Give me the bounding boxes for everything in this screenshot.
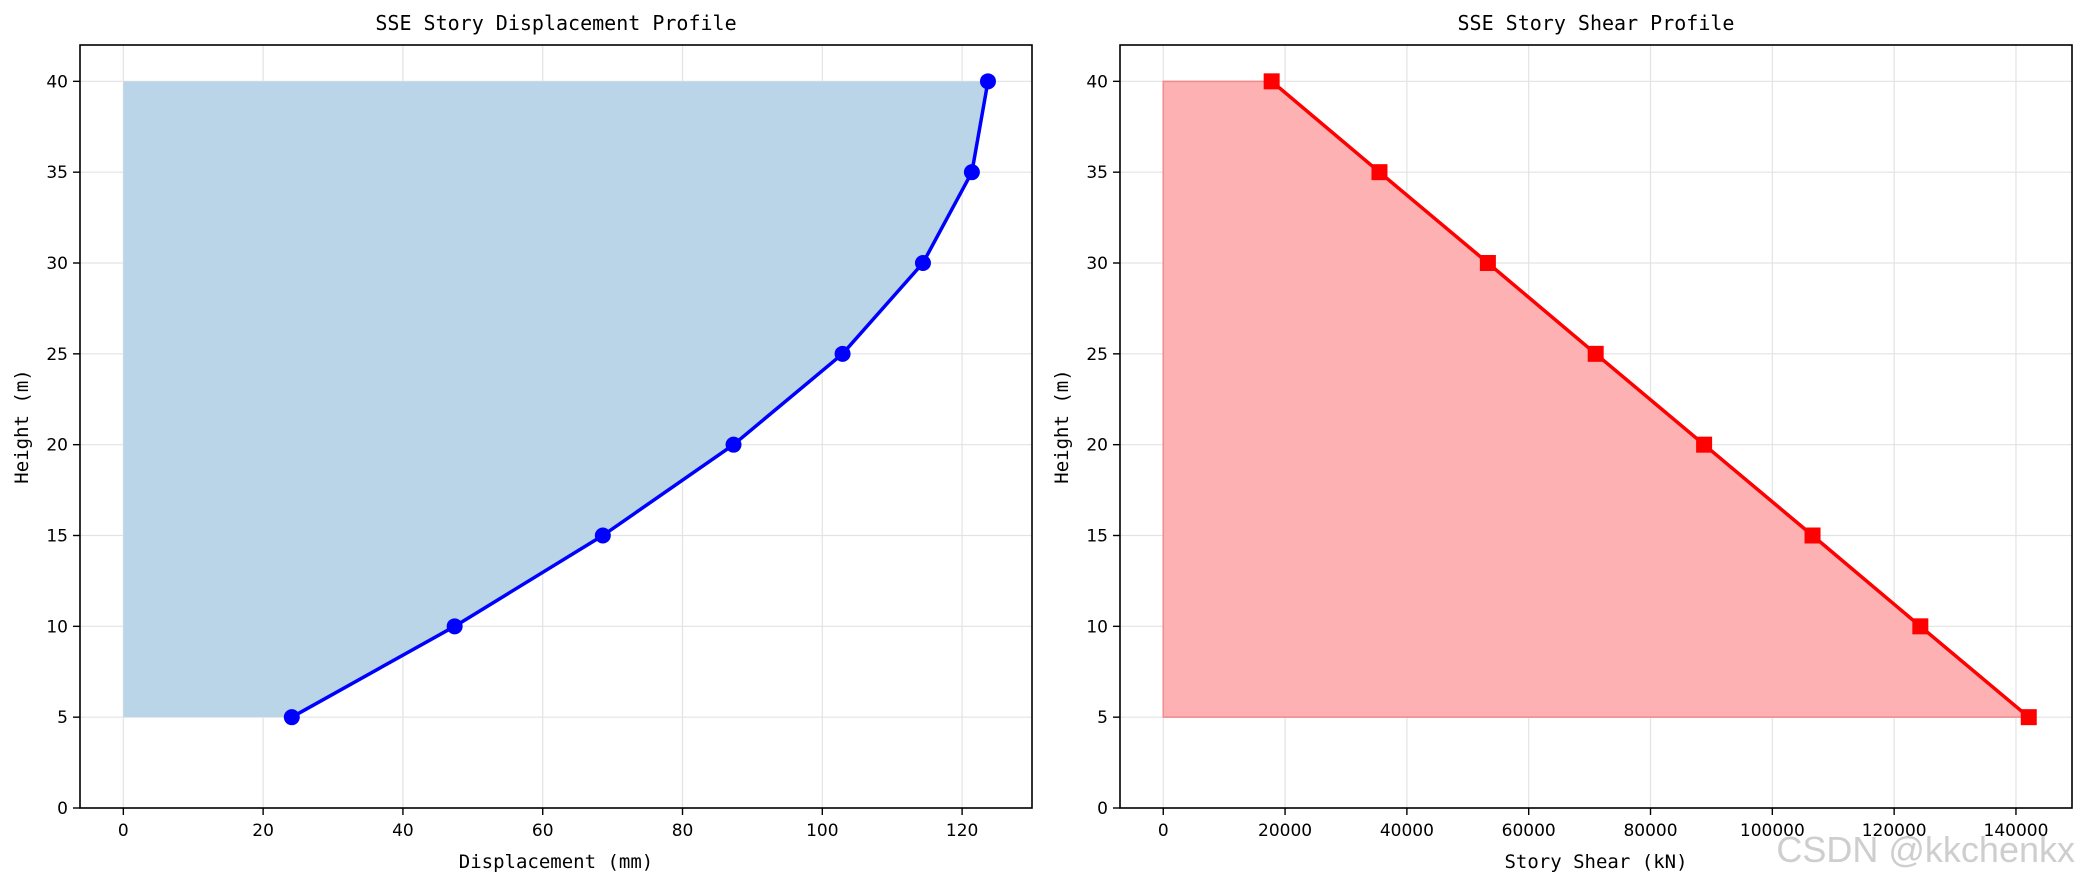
chart-title: SSE Story Displacement Profile (375, 11, 736, 35)
y-tick-label: 15 (1086, 527, 1108, 547)
shear-chart: 0 20000 40000 60000 80000 100000 120000 140000 0… (1051, 11, 2073, 873)
displacement-chart: 0 20 40 60 80 100 120 0 5 10 15 20 25 30 35 40 SSE Story… (11, 11, 1033, 873)
y-tick-label: 5 (57, 708, 68, 728)
data-point (1587, 345, 1604, 362)
x-tick-label: 80000 (1623, 821, 1677, 841)
x-tick-label: 40 (392, 821, 414, 841)
plot-frame (1119, 44, 2073, 809)
x-tick-label: 40000 (1380, 821, 1434, 841)
y-axis-label: Height (m) (11, 369, 33, 483)
y-tick-label: 35 (46, 163, 68, 183)
series-line (1270, 79, 2030, 719)
y-tick-label: 30 (46, 254, 68, 274)
x-tick-label: 60000 (1502, 821, 1556, 841)
watermark: CSDN @kkchenkx (1776, 829, 2075, 870)
y-tick-label: 0 (1097, 799, 1108, 819)
data-point (1263, 73, 1280, 90)
y-tick-label: 40 (1086, 72, 1108, 92)
y-tick-label: 30 (1086, 254, 1108, 274)
x-tick-label: 0 (1158, 821, 1169, 841)
x-tick-label: 100000 (1740, 821, 1805, 841)
y-tick-label: 20 (46, 436, 68, 456)
data-point (283, 709, 300, 726)
y-tick-label: 0 (57, 799, 68, 819)
y-tick-label: 5 (1097, 708, 1108, 728)
y-tick-label: 10 (1086, 617, 1108, 637)
chart-title: SSE Story Shear Profile (1458, 11, 1735, 35)
x-tick-label: 140000 (1984, 821, 2049, 841)
y-tick-label: 40 (46, 72, 68, 92)
x-tick-label: 120 (946, 821, 978, 841)
plot-frame (79, 44, 1033, 809)
data-point (1912, 618, 1929, 635)
data-point (914, 255, 931, 271)
series-line (290, 81, 990, 719)
x-tick-label: 0 (118, 821, 129, 841)
data-point (594, 527, 611, 544)
data-point (1371, 164, 1388, 181)
x-axis-label: Story Shear (kN) (1504, 851, 1687, 873)
y-tick-label: 10 (46, 617, 68, 637)
x-tick-label: 80 (672, 821, 694, 841)
data-point (834, 345, 851, 362)
area-fill (123, 81, 988, 718)
y-tick-label: 15 (46, 527, 68, 547)
data-point (1696, 436, 1713, 453)
x-tick-label: 60 (532, 821, 554, 841)
y-axis-label: Height (m) (1051, 369, 1073, 483)
data-point (963, 164, 980, 181)
y-tick-label: 35 (1086, 163, 1108, 183)
area-fill (1162, 80, 2031, 718)
data-point (1479, 255, 1496, 271)
x-tick-label: 120000 (1862, 821, 1927, 841)
data-point (1804, 527, 1821, 544)
y-tick-label: 25 (46, 345, 68, 365)
data-point (725, 436, 742, 453)
x-tick-label: 20 (252, 821, 274, 841)
y-tick-label: 20 (1086, 436, 1108, 456)
data-point (2020, 709, 2037, 726)
y-tick-label: 25 (1086, 345, 1108, 365)
x-axis-label: Displacement (mm) (459, 851, 653, 873)
x-tick-label: 20000 (1258, 821, 1312, 841)
x-tick-label: 100 (806, 821, 838, 841)
data-point (446, 618, 463, 635)
data-point (979, 73, 996, 90)
